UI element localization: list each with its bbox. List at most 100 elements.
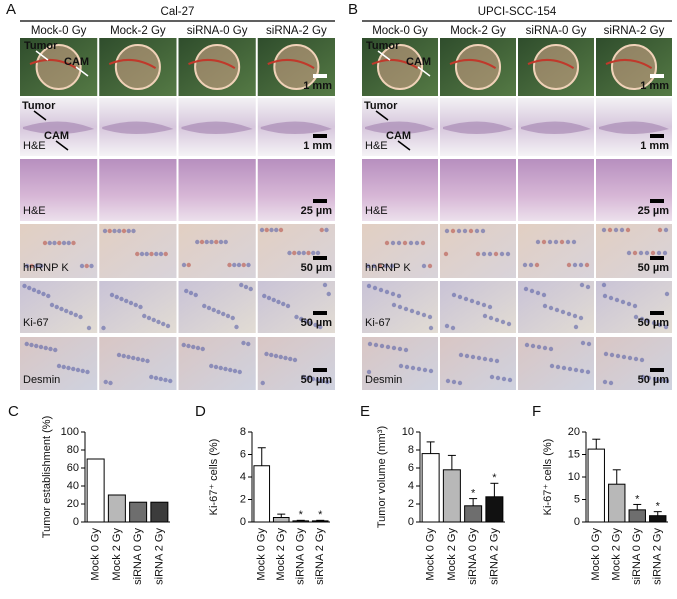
micrograph <box>99 337 177 390</box>
cell-nucleus <box>420 240 426 246</box>
cell-nucleus <box>499 251 505 257</box>
cell-nucleus <box>200 346 205 352</box>
cell-nucleus <box>524 342 530 348</box>
cell-nucleus <box>34 343 39 349</box>
cell-nucleus <box>536 344 542 350</box>
tumor-vessel <box>29 58 77 69</box>
cell-nucleus <box>645 318 651 324</box>
cell-nucleus <box>264 351 269 357</box>
annotation: CAM <box>64 56 89 68</box>
cell-nucleus <box>322 282 328 288</box>
cell-nucleus <box>116 352 122 358</box>
scale-label: 50 µm <box>638 317 670 329</box>
cell-nucleus <box>103 379 108 385</box>
cell-nucleus <box>474 228 480 234</box>
cell-nucleus <box>475 251 481 257</box>
bar <box>129 501 148 523</box>
micrograph <box>20 224 98 278</box>
cell-nucleus <box>373 342 379 348</box>
x-tick-label: siRNA 2 Gy <box>153 528 165 585</box>
micrograph <box>596 159 672 221</box>
cell-nucleus <box>138 304 143 310</box>
cell-nucleus <box>186 262 191 268</box>
cell-nucleus <box>303 318 309 324</box>
cell-nucleus <box>199 239 205 245</box>
cell-nucleus <box>372 285 378 291</box>
panel-letter: F <box>532 403 541 420</box>
cell-nucleus <box>49 302 55 308</box>
cell-nucleus <box>209 363 214 369</box>
cell-nucleus <box>146 315 152 321</box>
cell-nucleus <box>151 317 156 323</box>
cell-nucleus <box>620 299 626 305</box>
cell-nucleus <box>29 342 34 348</box>
cell-nucleus <box>135 251 140 257</box>
cell-nucleus <box>142 313 147 319</box>
cell-nucleus <box>232 262 237 268</box>
cell-nucleus <box>109 292 115 298</box>
cell-nucleus <box>241 340 246 346</box>
cell-nucleus <box>450 325 456 331</box>
cell-nucleus <box>530 343 536 349</box>
cell-nucleus <box>403 306 409 312</box>
cell-nucleus <box>239 282 244 288</box>
cell-nucleus <box>534 262 540 268</box>
scale-label: 50 µm <box>301 262 333 274</box>
x-tick-label: siRNA 2 Gy <box>314 528 326 585</box>
cell-nucleus <box>324 227 329 233</box>
cell-nucleus <box>186 343 191 349</box>
cell-nucleus <box>488 315 494 321</box>
cell-nucleus <box>385 344 391 350</box>
cell-nucleus <box>274 227 279 233</box>
cell-nucleus <box>608 380 614 386</box>
cell-nucleus <box>603 351 609 357</box>
cell-nucleus <box>553 239 559 245</box>
cell-nucleus <box>158 376 163 382</box>
tissue-section <box>443 121 513 134</box>
cell-nucleus <box>547 239 553 245</box>
bar <box>608 483 626 523</box>
cell-nucleus <box>29 263 34 269</box>
cell-nucleus <box>153 375 159 381</box>
significance: * <box>471 488 476 500</box>
micrograph <box>257 281 335 333</box>
cell-nucleus <box>163 377 168 383</box>
y-tick-label: 20 <box>67 498 79 510</box>
cell-nucleus <box>214 239 219 245</box>
row-label: Desmin <box>23 374 60 386</box>
cell-nucleus <box>422 367 428 373</box>
cell-nucleus <box>311 250 316 256</box>
cell-nucleus <box>246 341 251 347</box>
annotation: CAM <box>386 130 411 142</box>
cell-nucleus <box>580 340 586 346</box>
y-tick-label: 8 <box>408 444 414 456</box>
cell-nucleus <box>299 316 304 322</box>
cell-nucleus <box>24 263 30 269</box>
row-label: H&E <box>365 140 388 152</box>
scale-label: 50 µm <box>638 374 670 386</box>
cell-nucleus <box>493 251 499 257</box>
micrograph <box>99 159 177 221</box>
cell-nucleus <box>260 380 265 386</box>
cell-nucleus <box>379 343 385 349</box>
cell-nucleus <box>57 240 62 246</box>
cell-nucleus <box>202 303 207 309</box>
annotation-arrow <box>35 50 49 61</box>
tissue-section <box>599 121 669 134</box>
cell-nucleus <box>278 227 284 233</box>
cell-nucleus <box>259 227 265 233</box>
cell-nucleus <box>541 292 547 298</box>
cell-nucleus <box>306 250 311 256</box>
y-tick-label: 20 <box>568 426 580 438</box>
cell-nucleus <box>223 239 228 245</box>
cell-nucleus <box>390 291 396 297</box>
panel-letter: D <box>195 403 206 420</box>
cell-nucleus <box>663 227 669 233</box>
y-tick-label: 0 <box>408 516 414 528</box>
cell-nucleus <box>145 358 150 364</box>
cell-nucleus <box>117 228 122 234</box>
cell-nucleus <box>656 250 662 256</box>
micrograph <box>257 224 335 278</box>
cell-nucleus <box>463 296 469 302</box>
row-label: hnRNP K <box>365 262 411 274</box>
